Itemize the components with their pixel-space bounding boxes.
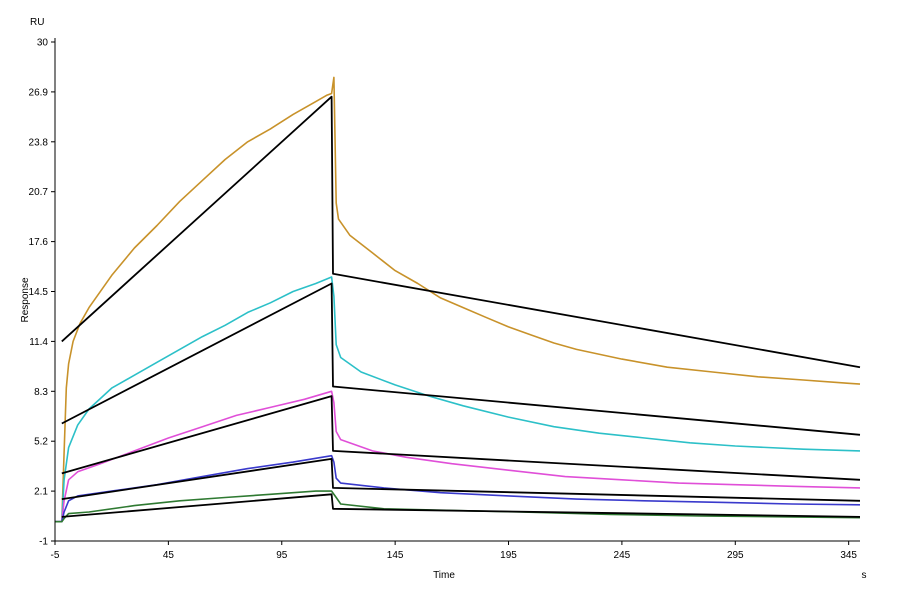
sensorgram-curve-4 xyxy=(55,390,861,523)
y-tick-label: 2.1 xyxy=(34,487,48,498)
x-tick-label: 345 xyxy=(840,550,857,561)
fit-curve-7 xyxy=(61,457,861,502)
series-layer xyxy=(55,76,861,523)
x-tick-label: 145 xyxy=(387,550,404,561)
sensorgram-curve-6 xyxy=(55,454,861,523)
x-tick-label: 195 xyxy=(500,550,517,561)
y-tick-label: 8.3 xyxy=(34,387,48,398)
x-tick-label: 45 xyxy=(163,550,175,561)
y-tick-label: 26.9 xyxy=(29,87,49,98)
fit-curve-9 xyxy=(61,493,861,518)
x-tick-label: 295 xyxy=(727,550,744,561)
y-tick-label: 11.4 xyxy=(29,337,48,348)
y-tick-label: 23.8 xyxy=(29,137,49,148)
y-ticks: -1 2.1 5.2 8.3 11.4 14.5 17.6 20.7 23.8 26.9 30 xyxy=(29,38,55,548)
sensorgram-curve-0 xyxy=(55,76,861,523)
x-tick-label: -5 xyxy=(51,550,60,561)
y-axis-title: Response xyxy=(20,277,31,322)
fit-curve-5 xyxy=(61,395,861,481)
y-tick-label: 5.2 xyxy=(34,437,48,448)
y-tick-label: 30 xyxy=(37,38,49,49)
y-tick-label: 17.6 xyxy=(29,237,49,248)
fit-curve-1 xyxy=(61,95,861,369)
sensorgram-curve-2 xyxy=(55,276,861,523)
x-tick-label: 95 xyxy=(276,550,288,561)
y-tick-label: 14.5 xyxy=(29,287,49,298)
x-tick-label: 245 xyxy=(614,550,631,561)
y-tick-label: 20.7 xyxy=(29,187,49,198)
x-ticks: -5 45 95 145 195 245 295 345 xyxy=(51,541,857,561)
y-tick-label: -1 xyxy=(39,537,48,548)
sensorgram-curve-8 xyxy=(55,490,861,523)
x-unit-label: s xyxy=(862,570,867,581)
y-unit-label: RU xyxy=(30,17,44,28)
fit-curve-3 xyxy=(61,282,861,436)
x-axis-title: Time xyxy=(433,570,455,581)
